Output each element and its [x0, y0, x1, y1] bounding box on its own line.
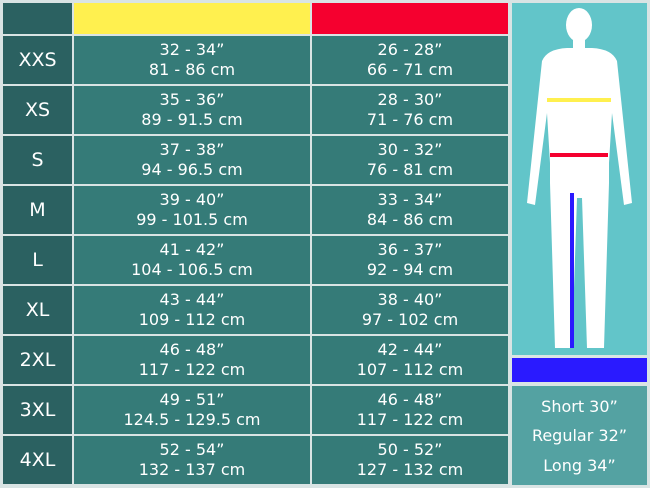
size-label: XL — [3, 286, 72, 334]
waist-cm: 92 - 94 cm — [366, 260, 454, 279]
waist-inches: 28 - 30” — [377, 90, 443, 109]
size-label: S — [3, 136, 72, 184]
chest-inches: 32 - 34” — [159, 40, 225, 59]
waist-cell: 26 - 28” 66 - 71 cm — [312, 36, 508, 84]
chest-cell: 35 - 36” 89 - 91.5 cm — [74, 86, 310, 134]
inseam-lengths: Short 30” Regular 32” Long 34” — [512, 386, 647, 485]
waist-header-swatch — [312, 3, 508, 34]
waist-cm: 76 - 81 cm — [366, 160, 454, 179]
waist-cm: 71 - 76 cm — [366, 110, 454, 129]
body-silhouette-icon — [527, 8, 632, 348]
waist-cell: 36 - 37” 92 - 94 cm — [312, 236, 508, 284]
waist-cm: 66 - 71 cm — [366, 60, 454, 79]
chest-cell: 39 - 40” 99 - 101.5 cm — [74, 186, 310, 234]
chest-inches: 43 - 44” — [159, 290, 225, 309]
chest-cm: 109 - 112 cm — [138, 310, 246, 329]
chest-inches: 49 - 51” — [159, 390, 225, 409]
waist-cm: 84 - 86 cm — [366, 210, 454, 229]
waist-inches: 30 - 32” — [377, 140, 443, 159]
chest-cell: 41 - 42” 104 - 106.5 cm — [74, 236, 310, 284]
inseam-line — [570, 193, 574, 348]
waist-cell: 50 - 52” 127 - 132 cm — [312, 436, 508, 484]
chest-cell: 37 - 38” 94 - 96.5 cm — [74, 136, 310, 184]
chest-cm: 94 - 96.5 cm — [141, 160, 243, 179]
chest-header-swatch — [74, 3, 310, 34]
chest-cell: 52 - 54” 132 - 137 cm — [74, 436, 310, 484]
size-label: XS — [3, 86, 72, 134]
waist-inches: 33 - 34” — [377, 190, 443, 209]
inseam-header-swatch — [512, 358, 647, 382]
size-label: 3XL — [3, 386, 72, 434]
waist-cell: 30 - 32” 76 - 81 cm — [312, 136, 508, 184]
chest-cm: 132 - 137 cm — [138, 460, 246, 479]
chest-cm: 89 - 91.5 cm — [141, 110, 243, 129]
chest-inches: 52 - 54” — [159, 440, 225, 459]
waist-cm: 117 - 122 cm — [356, 410, 464, 429]
waist-cell: 28 - 30” 71 - 76 cm — [312, 86, 508, 134]
waist-cell: 38 - 40” 97 - 102 cm — [312, 286, 508, 334]
waist-cm: 127 - 132 cm — [356, 460, 464, 479]
waist-line — [550, 153, 608, 157]
chest-cell: 49 - 51” 124.5 - 129.5 cm — [74, 386, 310, 434]
header-corner — [3, 3, 72, 34]
chest-cm: 104 - 106.5 cm — [131, 260, 253, 279]
chest-inches: 37 - 38” — [159, 140, 225, 159]
waist-inches: 38 - 40” — [377, 290, 443, 309]
waist-inches: 46 - 48” — [377, 390, 443, 409]
chest-cell: 43 - 44” 109 - 112 cm — [74, 286, 310, 334]
chest-cell: 32 - 34” 81 - 86 cm — [74, 36, 310, 84]
chest-cm: 124.5 - 129.5 cm — [123, 410, 261, 429]
chest-inches: 39 - 40” — [159, 190, 225, 209]
chest-line — [547, 98, 611, 102]
waist-inches: 42 - 44” — [377, 340, 443, 359]
size-label: XXS — [3, 36, 72, 84]
waist-inches: 26 - 28” — [377, 40, 443, 59]
waist-cell: 33 - 34” 84 - 86 cm — [312, 186, 508, 234]
size-label: 2XL — [3, 336, 72, 384]
chest-cm: 99 - 101.5 cm — [136, 210, 248, 229]
size-label: M — [3, 186, 72, 234]
waist-cm: 107 - 112 cm — [356, 360, 464, 379]
chest-inches: 35 - 36” — [159, 90, 225, 109]
length-long: Long 34” — [543, 455, 616, 475]
chest-cell: 46 - 48” 117 - 122 cm — [74, 336, 310, 384]
chest-cm: 117 - 122 cm — [138, 360, 246, 379]
chest-inches: 46 - 48” — [159, 340, 225, 359]
waist-cell: 46 - 48” 117 - 122 cm — [312, 386, 508, 434]
waist-inches: 36 - 37” — [377, 240, 443, 259]
chest-cm: 81 - 86 cm — [148, 60, 236, 79]
waist-inches: 50 - 52” — [377, 440, 443, 459]
size-label: L — [3, 236, 72, 284]
waist-cm: 97 - 102 cm — [361, 310, 459, 329]
length-regular: Regular 32” — [531, 426, 628, 445]
size-label: 4XL — [3, 436, 72, 484]
waist-cell: 42 - 44” 107 - 112 cm — [312, 336, 508, 384]
body-diagram — [512, 3, 647, 355]
length-short: Short 30” — [541, 396, 618, 416]
chest-inches: 41 - 42” — [159, 240, 225, 259]
